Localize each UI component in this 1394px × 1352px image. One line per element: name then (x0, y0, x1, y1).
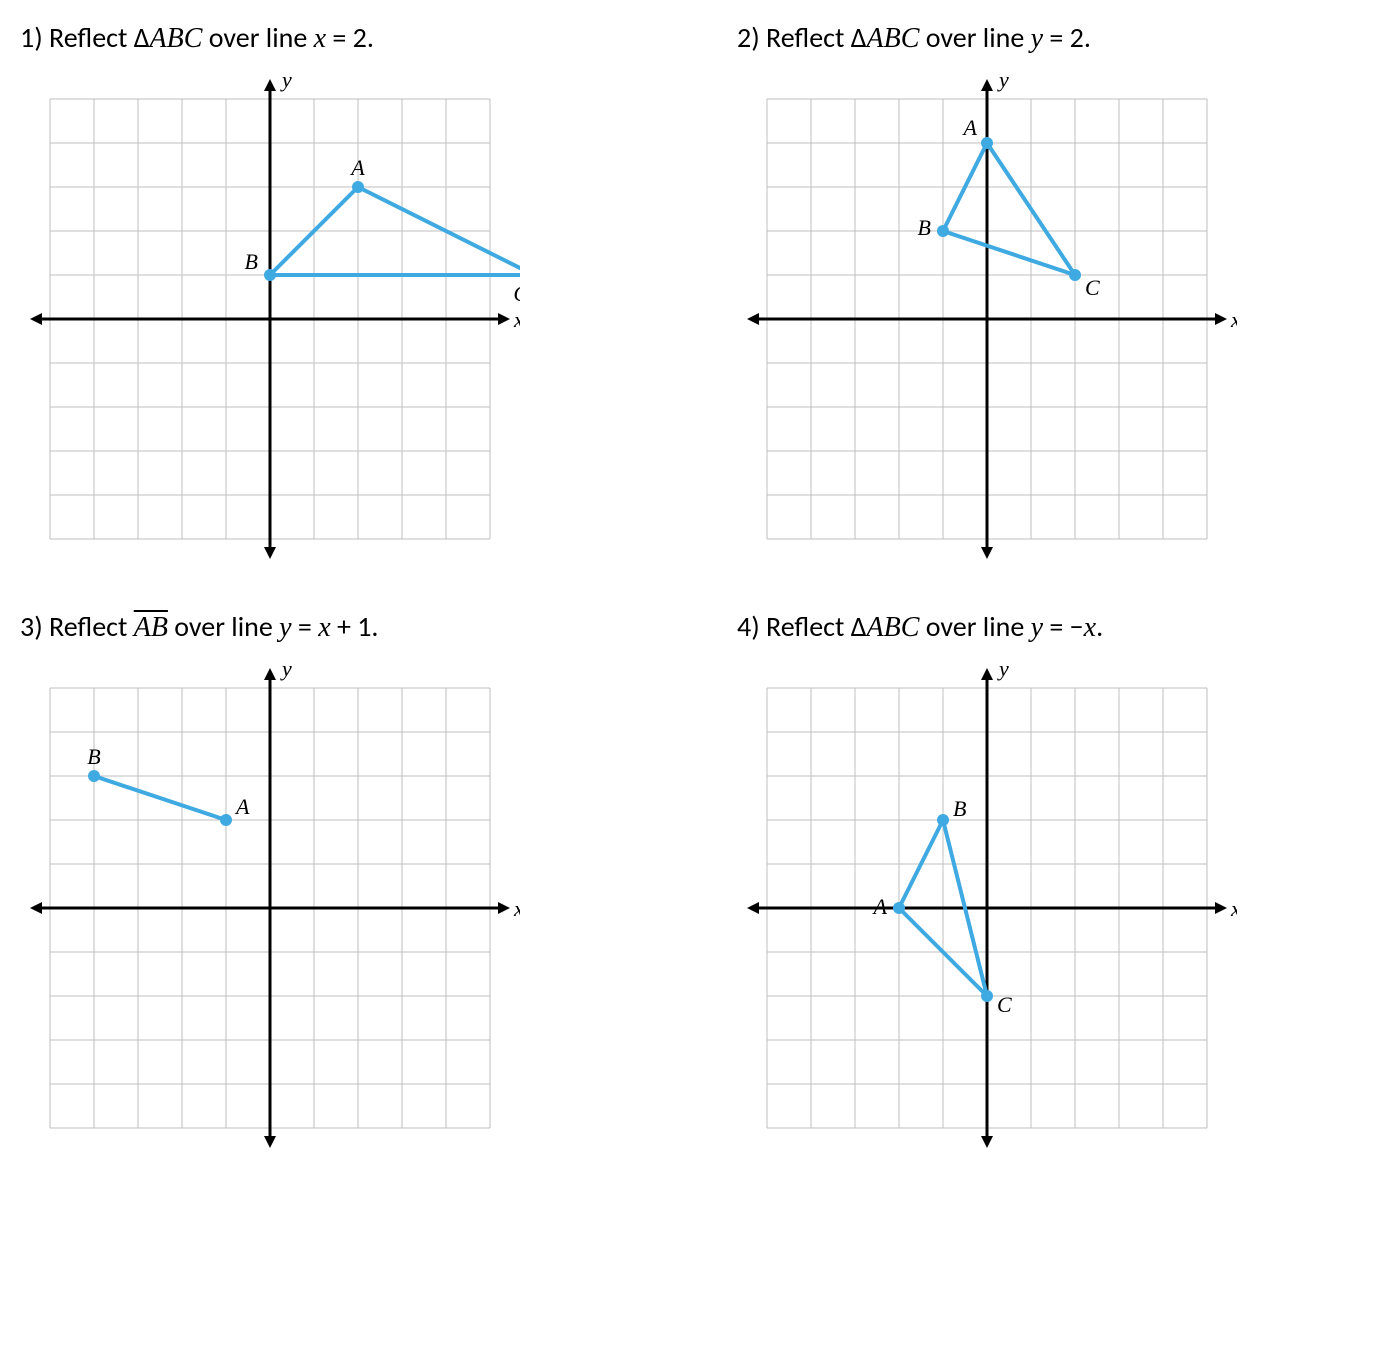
math-var: ABC (150, 23, 203, 54)
prompt-text: = 2. (326, 20, 374, 55)
y-axis-label: y (280, 658, 292, 681)
coordinate-grid: x y A B C (737, 658, 1237, 1158)
point-label-B: B (953, 796, 966, 821)
axes (747, 79, 1227, 559)
math-var: ABC (867, 23, 920, 54)
coordinate-grid: x y A B C (20, 69, 520, 569)
math-var: y (1031, 612, 1043, 643)
point-label-B: B (87, 744, 100, 769)
prompt-text: Reflect Δ (43, 20, 150, 55)
problem-4-graph: x y A B C (737, 658, 1374, 1158)
y-axis-label: y (997, 658, 1009, 681)
shape (88, 770, 232, 826)
problem-3: 3) Reflect AB over line y = x + 1. xyAB (20, 609, 657, 1158)
problem-4-prompt: 4) Reflect ΔABC over line y = −x. (737, 609, 1374, 644)
problem-number: 4) (737, 609, 760, 644)
problem-3-prompt: 3) Reflect AB over line y = x + 1. (20, 609, 657, 644)
prompt-text: over line (168, 609, 279, 644)
prompt-text: . (1096, 609, 1103, 644)
problem-3-graph: x y A B (20, 658, 657, 1158)
point-label-A: A (349, 155, 365, 180)
problem-1: 1) Reflect ΔABC over line x = 2. xyABC (20, 20, 657, 569)
point-label-A: A (234, 794, 250, 819)
prompt-text: Reflect Δ (760, 609, 867, 644)
problem-1-graph: x y A B C (20, 69, 657, 569)
point-label-C: C (997, 992, 1012, 1017)
problems-grid: 1) Reflect ΔABC over line x = 2. xyABC 2… (20, 20, 1374, 1158)
math-var: x (1084, 612, 1096, 643)
y-axis-label: y (280, 69, 292, 92)
axes (30, 79, 510, 559)
problem-number: 1) (20, 20, 43, 55)
axes (30, 668, 510, 1148)
y-axis-label: y (997, 69, 1009, 92)
prompt-text: Reflect Δ (760, 20, 867, 55)
segment-name: AB (134, 612, 168, 643)
math-var: x (318, 612, 330, 643)
point-label-C: C (1085, 275, 1100, 300)
prompt-text: over line (202, 20, 313, 55)
problem-2-graph: x yA B C (737, 69, 1374, 569)
prompt-text: over line (919, 20, 1030, 55)
axes (747, 668, 1227, 1148)
math-var: y (1031, 23, 1043, 54)
prompt-text: = (292, 609, 319, 644)
math-var: ABC (867, 612, 920, 643)
point-label-A: A (872, 894, 888, 919)
coordinate-grid: x yA B C (737, 69, 1237, 569)
prompt-text: = − (1043, 609, 1084, 644)
x-axis-label: x (1230, 307, 1237, 332)
problem-1-prompt: 1) Reflect ΔABC over line x = 2. (20, 20, 657, 55)
x-axis-label: x (513, 307, 520, 332)
prompt-text: + 1. (331, 609, 379, 644)
shape (937, 137, 1081, 281)
problem-number: 2) (737, 20, 760, 55)
problem-2: 2) Reflect ΔABC over line y = 2. xyABC (737, 20, 1374, 569)
math-var: y (279, 612, 291, 643)
x-axis-label: x (513, 896, 520, 921)
prompt-text: over line (919, 609, 1030, 644)
coordinate-grid: x y A B (20, 658, 520, 1158)
prompt-text: = 2. (1043, 20, 1091, 55)
point-label-B: B (245, 249, 258, 274)
problem-number: 3) (20, 609, 43, 644)
math-var: x (314, 23, 326, 54)
x-axis-label: x (1230, 896, 1237, 921)
problem-4: 4) Reflect ΔABC over line y = −x. xyABC (737, 609, 1374, 1158)
point-label-A: A (962, 115, 978, 140)
point-label-B: B (918, 215, 931, 240)
problem-2-prompt: 2) Reflect ΔABC over line y = 2. (737, 20, 1374, 55)
prompt-text: Reflect (43, 609, 134, 644)
point-label-C: C (513, 281, 520, 306)
